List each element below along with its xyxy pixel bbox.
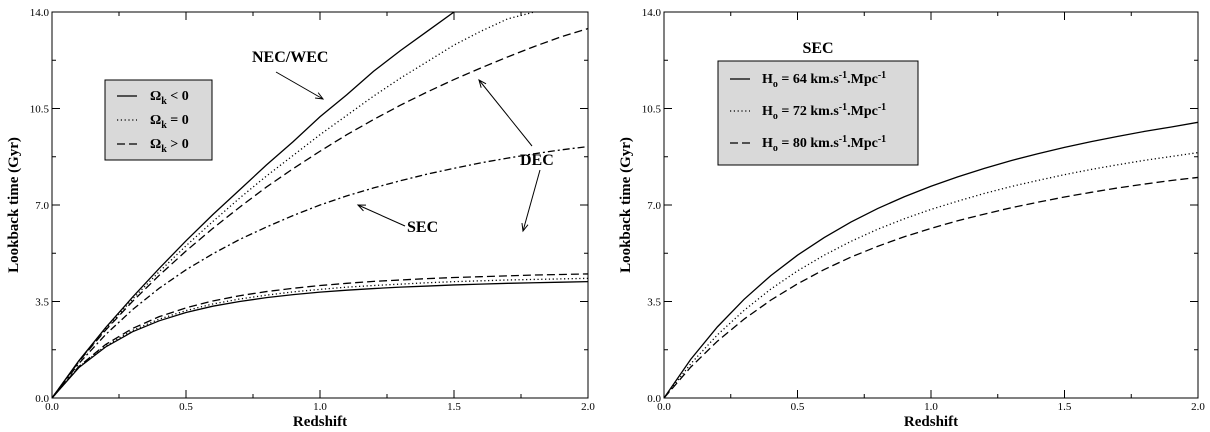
legend-box: [104, 79, 213, 161]
y-tick-label: 0.0: [35, 393, 49, 405]
legend: Ωk < 0 Ωk = 0 Ωk > 0: [104, 79, 213, 161]
series-line-dashdot-3: [52, 145, 588, 398]
series-line-dashed-2: [664, 176, 1198, 398]
y-tick-label: 3.5: [35, 297, 49, 309]
legend-entry-label: Ho = 72 km.s-1.Mpc-1: [762, 102, 886, 122]
legend-box: [717, 60, 919, 166]
y-tick-label: 10.5: [642, 104, 662, 116]
x-tick-label: 1.5: [447, 401, 461, 413]
annotation-arrow-shaft: [275, 71, 324, 100]
series-line-solid-0: [664, 121, 1198, 398]
series-line-dashed-2: [52, 27, 588, 398]
x-tick-label: 1.0: [924, 401, 938, 413]
chart-left-panel: 0.0 0.5 1.0 1.5 2.0 0.0 3.5 7.0 10.5 14.0 Redshift…: [6, 7, 595, 430]
y-tick-label: 7.0: [35, 200, 49, 212]
x-tick-label: 0.5: [179, 401, 193, 413]
x-axis-title: Redshift: [293, 414, 347, 430]
series-line-dotted-1: [664, 151, 1198, 398]
x-tick-label: 2.0: [581, 401, 595, 413]
annotation-arrow-head: [356, 204, 367, 212]
x-tick-label: 2.0: [1191, 401, 1205, 413]
chart-right-panel: 0.0 0.5 1.0 1.5 2.0 0.0 3.5 7.0 10.5 14.0 Redshift…: [618, 7, 1205, 430]
series-line-dotted-5: [52, 277, 588, 398]
annotation-arrow-head: [478, 78, 487, 88]
legend: Ho = 64 km.s-1.Mpc-1 Ho = 72 km.s-1.Mpc-1…: [717, 60, 919, 166]
annotation-arrow-shaft: [478, 79, 533, 147]
chart-title: SEC: [802, 40, 833, 57]
y-tick-label: 14.0: [642, 7, 662, 19]
y-tick-label: 14.0: [30, 7, 50, 19]
y-tick-label: 7.0: [647, 200, 661, 212]
legend-entry-label: Ωk < 0: [150, 89, 189, 107]
annotation-dec: DEC: [520, 152, 554, 169]
x-tick-label: 0.0: [657, 401, 671, 413]
x-tick-label: 1.0: [313, 401, 327, 413]
x-tick-label: 0.0: [45, 401, 59, 413]
legend-entry-label: Ho = 64 km.s-1.Mpc-1: [762, 70, 886, 90]
legend-entry-label: Ωk > 0: [150, 137, 189, 155]
y-axis-title: Lookback time (Gyr): [6, 137, 22, 273]
x-axis-title: Redshift: [904, 414, 958, 430]
series-line-solid-4: [52, 281, 588, 398]
legend-entry-label: Ho = 80 km.s-1.Mpc-1: [762, 134, 886, 154]
y-tick-label: 3.5: [647, 297, 661, 309]
annotation-nec-wec: NEC/WEC: [252, 49, 328, 66]
y-axis-title: Lookback time (Gyr): [618, 137, 634, 273]
series-line-solid-0: [52, 12, 455, 398]
series-line-dotted-1: [52, 12, 535, 398]
annotation-arrow-shaft: [357, 204, 406, 227]
x-tick-label: 0.5: [791, 401, 805, 413]
annotation-arrow-head: [314, 92, 325, 100]
y-tick-label: 0.0: [647, 393, 661, 405]
annotation-sec: SEC: [407, 219, 438, 236]
series-line-dashed-6: [52, 273, 588, 398]
annotation-arrow-head: [521, 223, 529, 233]
annotation-arrow-shaft: [522, 169, 541, 232]
x-tick-label: 1.5: [1058, 401, 1072, 413]
legend-entry-label: Ωk = 0: [150, 113, 189, 131]
y-tick-label: 10.5: [30, 104, 50, 116]
